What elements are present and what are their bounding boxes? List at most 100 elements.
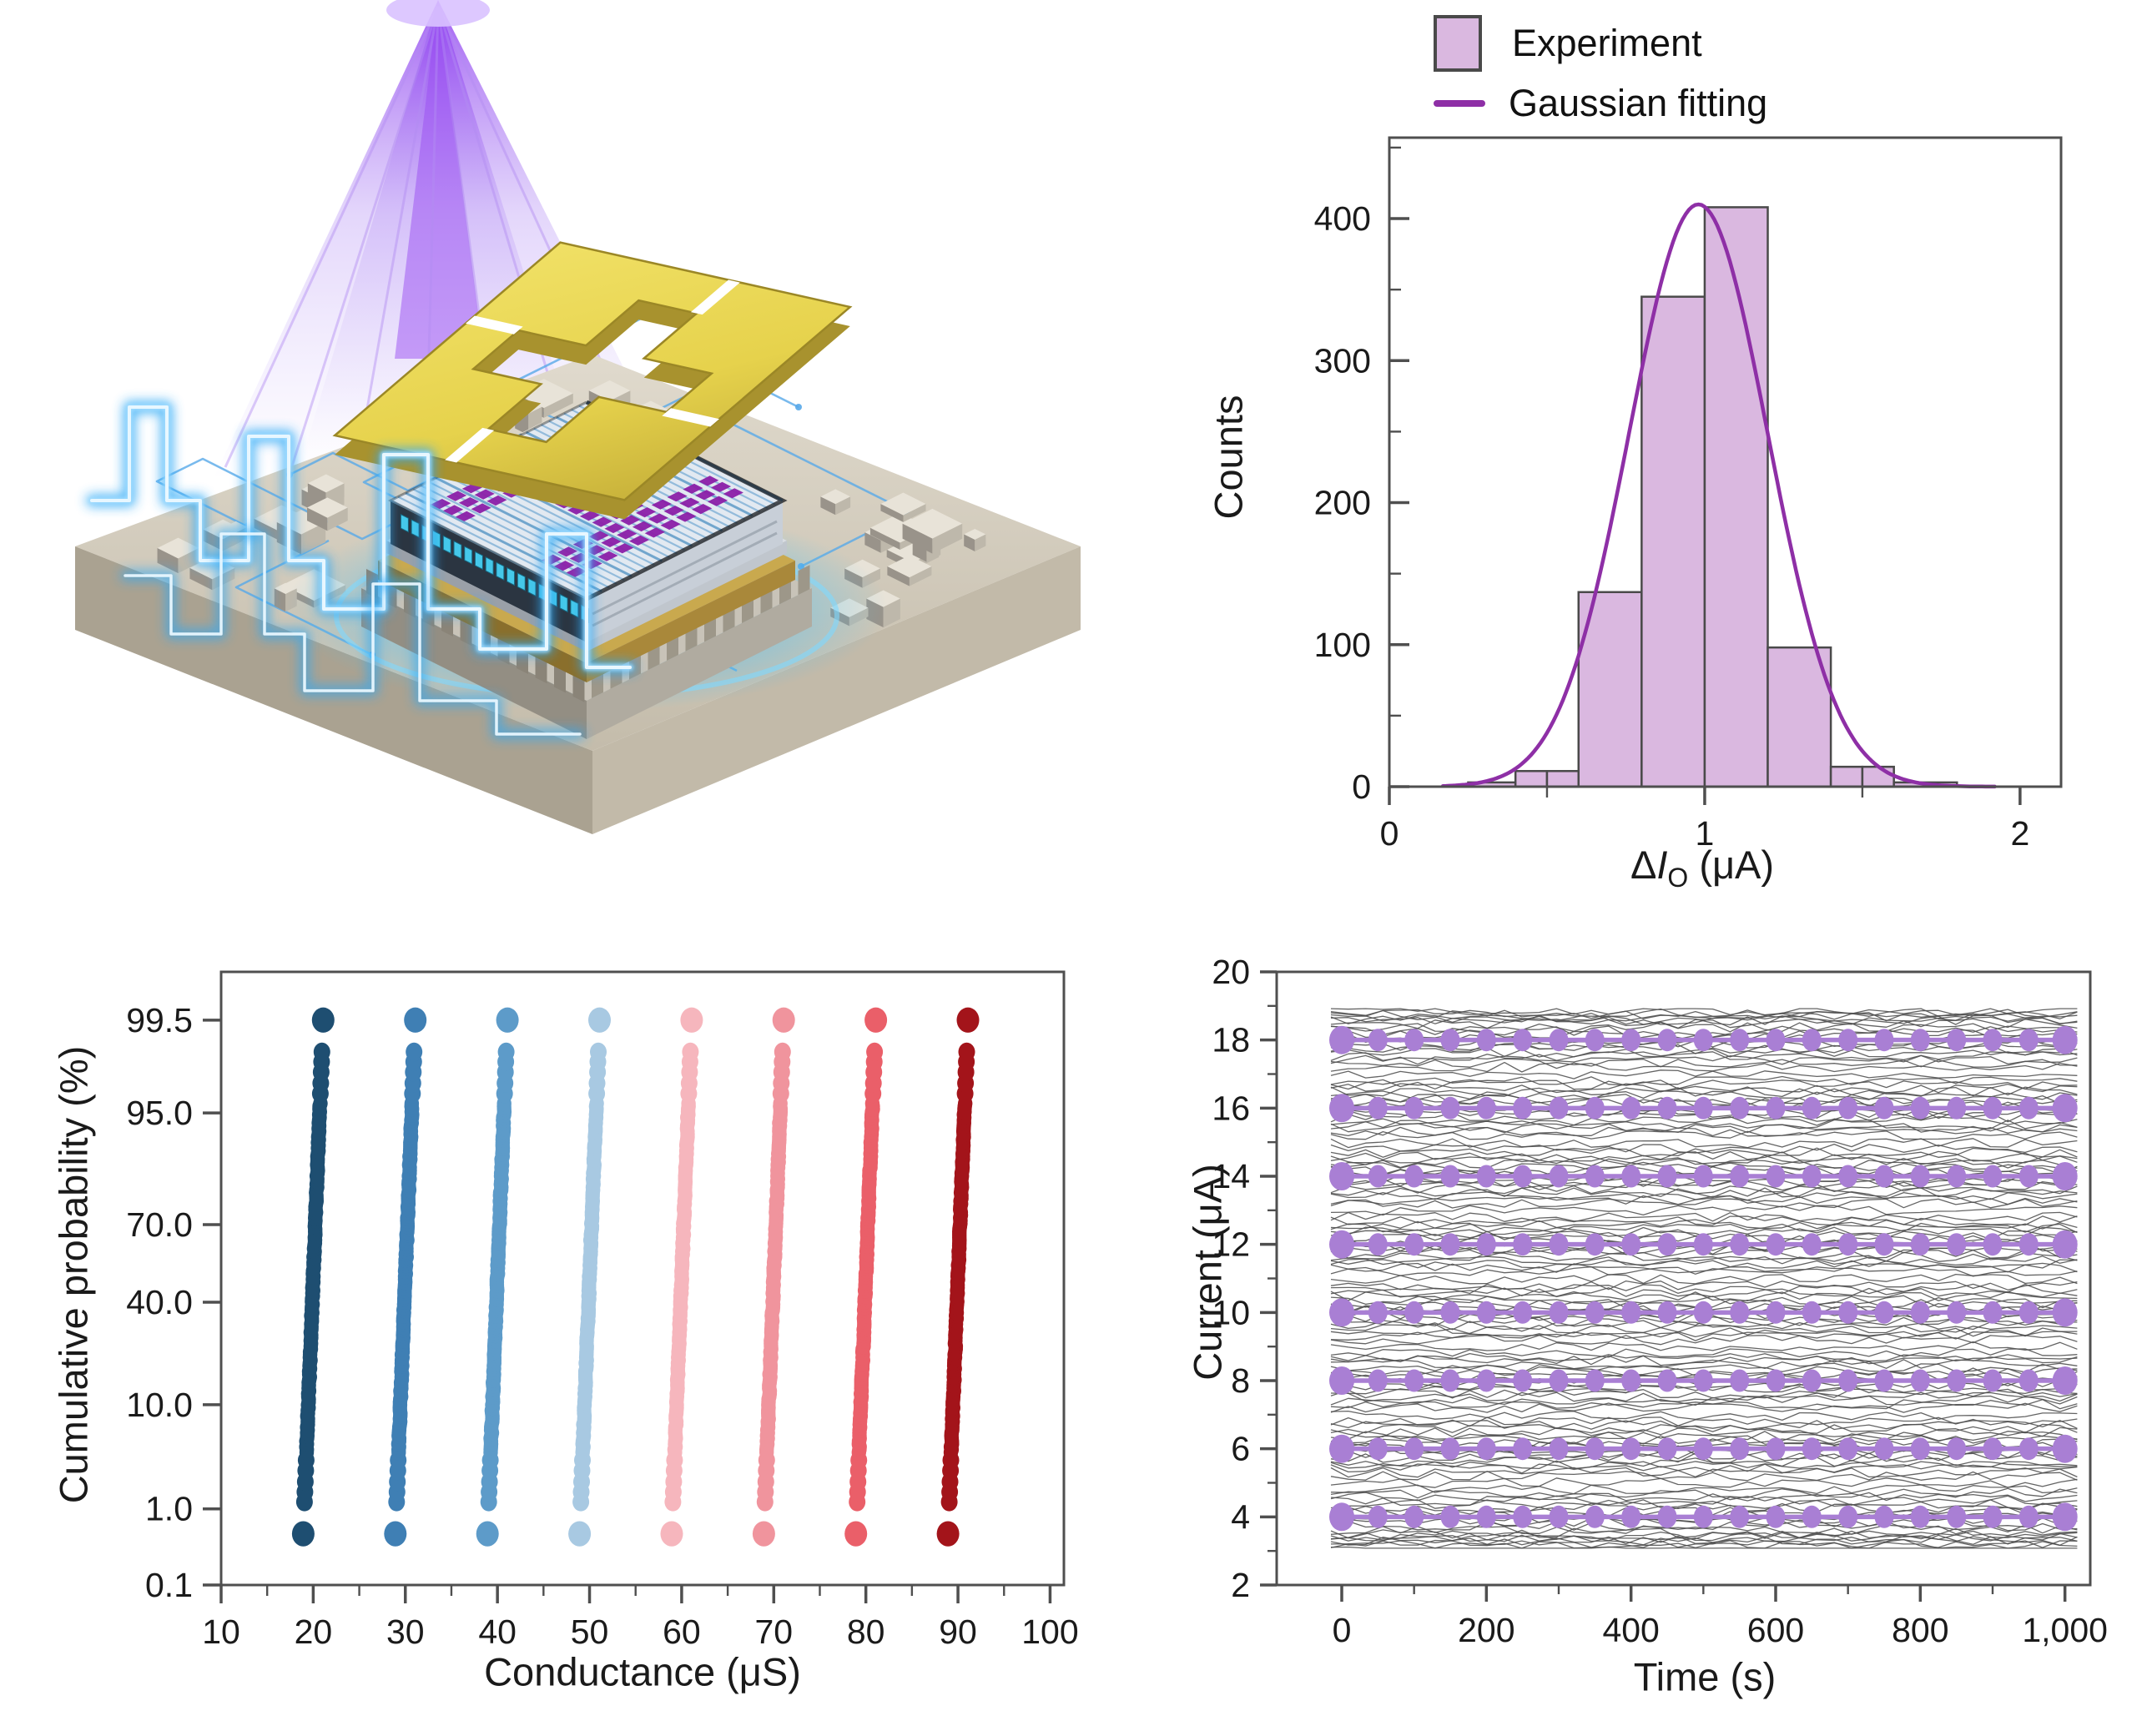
marker-point (1440, 1301, 1460, 1324)
chip-illustration (75, 0, 1081, 834)
retention-ylabel: Current (μA) (1185, 1164, 1230, 1381)
marker-point (2052, 1230, 2078, 1259)
programmed-level-markers (1329, 1025, 2078, 1532)
read-trace (1330, 1009, 2078, 1020)
histogram-xlabel: ΔIO (μA) (1630, 842, 1774, 893)
marker-point (2018, 1096, 2039, 1120)
y-tick-label: 0 (1352, 767, 1371, 806)
marker-point (1476, 1233, 1496, 1256)
marker-point (1404, 1029, 1424, 1052)
probability-xlabel: Conductance (μS) (484, 1649, 801, 1694)
read-trace (1330, 1158, 2078, 1170)
histogram-panel: 0 100 200 300 400 0 1 2 (1314, 146, 2029, 853)
read-trace (1330, 1086, 2078, 1098)
marker-point (1874, 1437, 1894, 1461)
read-trace (1330, 1320, 2078, 1331)
marker-point (1802, 1233, 1822, 1256)
marker-row-14 (1329, 1162, 2078, 1190)
read-trace (1330, 1471, 2078, 1482)
data-point (752, 1521, 775, 1547)
y-tick-label: 95.0 (126, 1094, 193, 1132)
data-point (311, 1007, 335, 1033)
scatter-column-30 (384, 1007, 427, 1547)
marker-point (1657, 1096, 1677, 1120)
scatter-column-50 (568, 1007, 611, 1547)
marker-point (1440, 1165, 1460, 1188)
marker-point (1513, 1301, 1533, 1324)
read-trace (1330, 1495, 2078, 1507)
read-trace (1330, 1123, 2078, 1134)
x-tick-label: 800 (1892, 1611, 1948, 1649)
data-point (384, 1521, 407, 1547)
data-point (497, 1042, 515, 1062)
marker-point (2018, 1437, 2039, 1461)
read-trace (1330, 1054, 2078, 1065)
marker-point (1549, 1437, 1569, 1461)
read-trace (1330, 1147, 2078, 1158)
marker-point (1802, 1301, 1822, 1324)
marker-point (1440, 1029, 1460, 1052)
y-tick-label: 10 (1212, 1293, 1250, 1331)
x-tick-label: 2 (2010, 814, 2029, 853)
marker-point (1368, 1233, 1388, 1256)
read-trace (1330, 1069, 2078, 1079)
read-trace (1330, 1399, 2078, 1410)
read-trace (1330, 1423, 2078, 1434)
marker-point (1766, 1505, 1786, 1528)
read-trace (1330, 1295, 2078, 1306)
marker-point (1440, 1233, 1460, 1256)
marker-point (1585, 1233, 1605, 1256)
marker-point (1621, 1437, 1641, 1461)
marker-point (1440, 1096, 1460, 1120)
x-tick-label: 80 (847, 1613, 885, 1651)
y-tick-label: 2 (1231, 1566, 1250, 1604)
read-trace (1330, 1251, 2078, 1262)
marker-point (1693, 1233, 1713, 1256)
marker-point (1621, 1029, 1641, 1052)
x-tick-label: 600 (1747, 1611, 1804, 1649)
read-trace (1330, 1323, 2078, 1335)
gray-read-traces (1330, 1008, 2078, 1549)
marker-point (1549, 1233, 1569, 1256)
marker-point (1404, 1505, 1424, 1528)
marker-point (1404, 1165, 1424, 1188)
histogram-ylabel: Counts (1206, 395, 1251, 520)
marker-row-12 (1329, 1230, 2078, 1259)
marker-row-16 (1329, 1094, 2078, 1123)
marker-row-6 (1329, 1434, 2078, 1463)
marker-point (2052, 1025, 2078, 1054)
y-tick-label: 400 (1314, 199, 1371, 238)
read-trace (1330, 1467, 2078, 1478)
marker-point (1549, 1301, 1569, 1324)
marker-point (1657, 1233, 1677, 1256)
marker-point (1983, 1301, 2003, 1324)
read-trace (1330, 1531, 2078, 1542)
read-trace (1330, 1459, 2078, 1470)
data-point (406, 1042, 423, 1062)
y-tick-label: 6 (1231, 1430, 1250, 1468)
read-trace (1330, 1061, 2078, 1073)
y-tick-label: 16 (1212, 1089, 1250, 1127)
marker-point (1730, 1437, 1750, 1461)
marker-point (2018, 1165, 2039, 1188)
marker-point (1874, 1233, 1894, 1256)
marker-point (1657, 1165, 1677, 1188)
histogram-axes (1388, 136, 2063, 788)
read-trace (1330, 1520, 2078, 1532)
marker-point (1368, 1505, 1388, 1528)
read-trace (1330, 1331, 2078, 1341)
probability-axes (219, 970, 1066, 1587)
marker-point (1910, 1233, 1930, 1256)
histogram-bar (1640, 295, 1706, 788)
read-trace (1330, 1150, 2078, 1162)
x-tick-label: 0 (1333, 1611, 1352, 1649)
y-tick-label: 0.1 (145, 1566, 193, 1604)
x-tick-label: 20 (295, 1613, 333, 1651)
data-point (936, 1521, 960, 1547)
data-point (682, 1042, 699, 1062)
marker-point (1476, 1437, 1496, 1461)
read-trace (1330, 1083, 2078, 1094)
histogram-legend: Experiment Gaussian fitting (1434, 13, 1767, 133)
